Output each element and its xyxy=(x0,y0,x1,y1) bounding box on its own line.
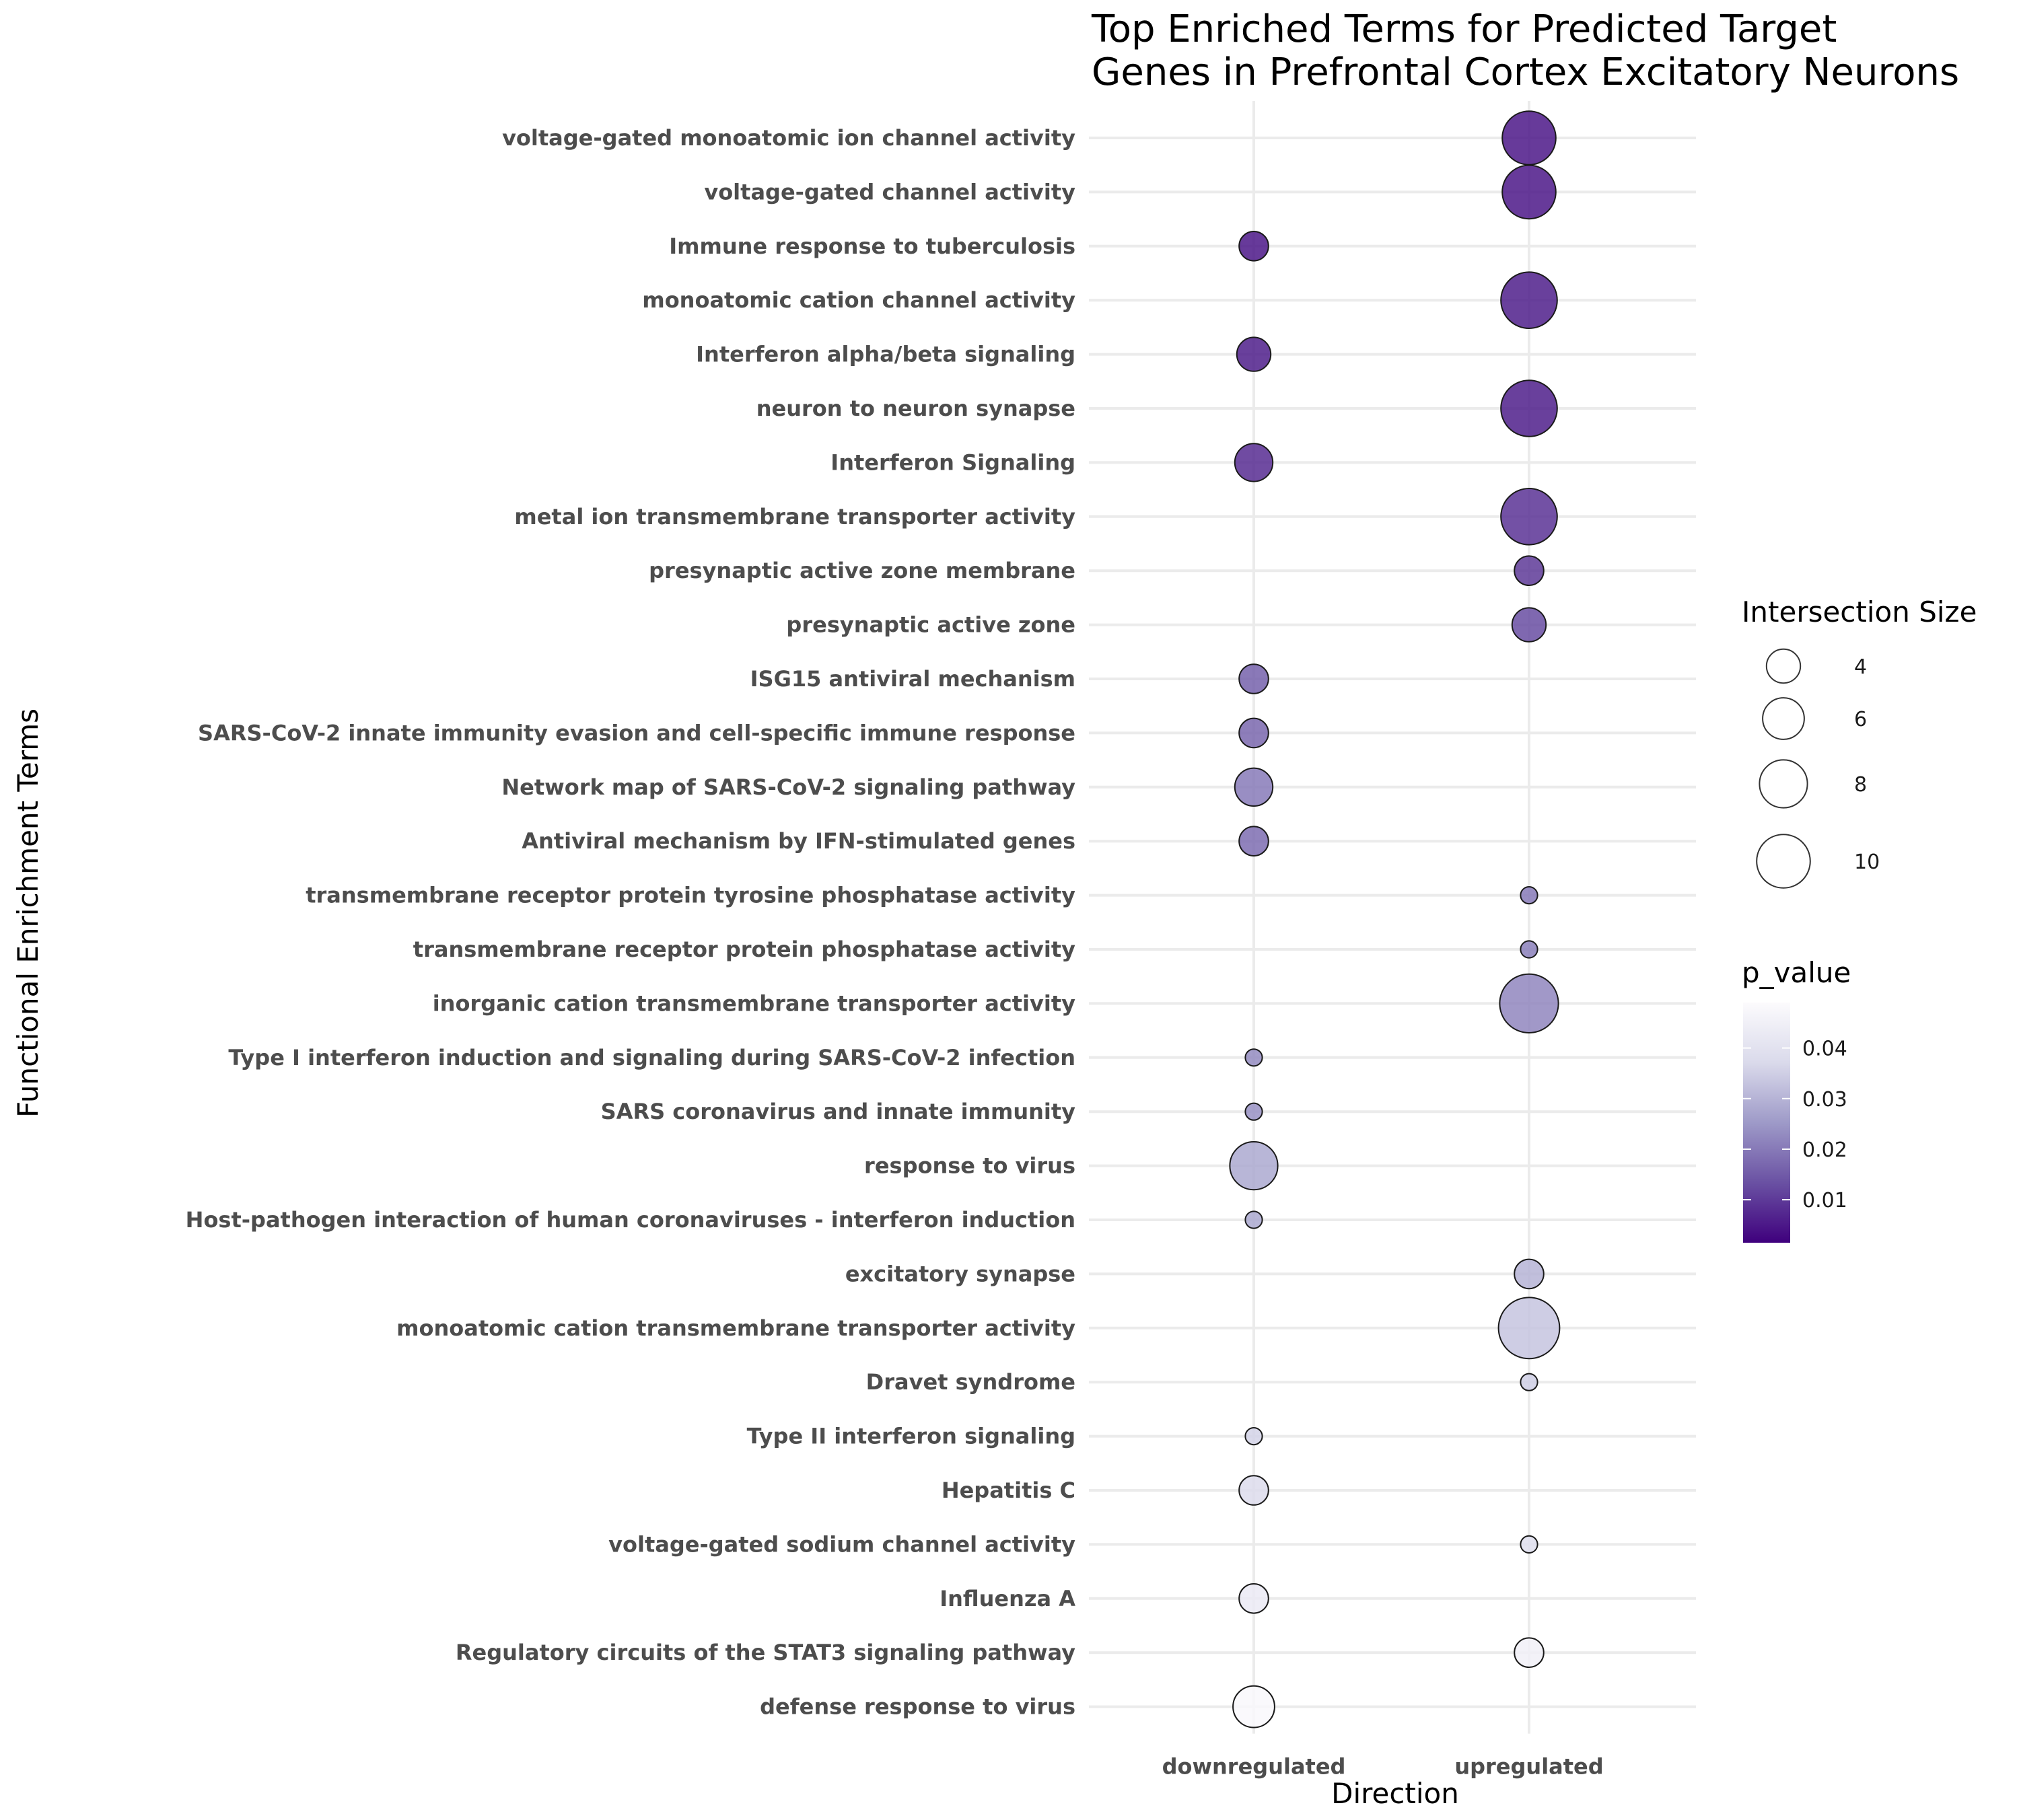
color-legend-label: 0.03 xyxy=(1802,1088,1847,1112)
bubble-point xyxy=(1238,1475,1269,1506)
y-tick-label: SARS-CoV-2 innate immunity evasion and c… xyxy=(198,720,1075,745)
bubble-point xyxy=(1238,717,1269,749)
bubble-point xyxy=(1520,940,1538,959)
bubble-point xyxy=(1497,1297,1561,1360)
color-legend-label: 0.04 xyxy=(1802,1038,1847,1061)
bubble-point xyxy=(1514,555,1545,587)
chart-title-line-1: Top Enriched Terms for Predicted Target xyxy=(1091,7,1837,51)
bubble-point xyxy=(1234,767,1274,807)
bubble-point xyxy=(1238,1583,1269,1614)
bubble-point xyxy=(1244,1102,1263,1121)
bubble-point xyxy=(1238,663,1269,694)
bubble-point xyxy=(1520,886,1538,905)
y-tick-label: defense response to virus xyxy=(760,1694,1075,1720)
size-legend-title: Intersection Size xyxy=(1742,595,1977,628)
y-tick-label: Hepatitis C xyxy=(942,1478,1075,1503)
bubble-point xyxy=(1236,336,1272,372)
y-tick-label: presynaptic active zone xyxy=(786,612,1075,638)
bubble-point xyxy=(1500,271,1558,330)
bubble-point xyxy=(1520,1373,1538,1391)
y-tick-labels: voltage-gated monoatomic ion channel act… xyxy=(186,125,1076,1720)
bubble-point xyxy=(1244,1210,1263,1229)
y-tick-label: Interferon alpha/beta signaling xyxy=(696,342,1075,367)
y-tick-label: response to virus xyxy=(864,1153,1075,1179)
x-axis-title: Direction xyxy=(1331,1777,1459,1810)
y-tick-label: metal ion transmembrane transporter acti… xyxy=(514,504,1075,530)
grid-lines xyxy=(1089,101,1696,1734)
size-legend-circle xyxy=(1762,697,1805,740)
size-legend-circle xyxy=(1765,648,1802,684)
color-legend-label: 0.02 xyxy=(1802,1138,1847,1162)
bubble-point xyxy=(1501,110,1557,166)
size-legend: Intersection Size 4 6 8 10 xyxy=(1742,595,1977,889)
size-legend-label: 6 xyxy=(1854,708,1867,731)
bubble-point xyxy=(1511,607,1547,643)
y-tick-label: inorganic cation transmembrane transport… xyxy=(433,990,1075,1016)
y-tick-label: voltage-gated sodium channel activity xyxy=(608,1531,1075,1557)
color-legend-label: 0.01 xyxy=(1802,1189,1847,1212)
chart-title-line-2: Genes in Prefrontal Cortex Excitatory Ne… xyxy=(1092,50,1959,94)
color-legend-title: p_value xyxy=(1742,956,1851,989)
y-tick-label: monoatomic cation channel activity xyxy=(642,287,1075,313)
bubble-point xyxy=(1501,164,1557,220)
y-tick-label: SARS coronavirus and innate immunity xyxy=(601,1099,1075,1124)
data-points xyxy=(1229,110,1561,1728)
y-tick-label: Host-pathogen interaction of human coron… xyxy=(186,1207,1075,1233)
bubble-point xyxy=(1244,1048,1263,1067)
bubble-point xyxy=(1238,231,1269,262)
size-legend-label: 4 xyxy=(1854,655,1867,679)
x-tick-label-upregulated: upregulated xyxy=(1454,1754,1603,1780)
bubble-point xyxy=(1229,1141,1279,1191)
y-axis-title: Functional Enrichment Terms xyxy=(11,708,44,1118)
y-tick-label: transmembrane receptor protein phosphata… xyxy=(413,937,1075,962)
size-legend-circle xyxy=(1759,759,1808,809)
size-legend-label: 10 xyxy=(1854,850,1880,874)
bubble-point xyxy=(1500,379,1558,437)
color-legend: p_value 0.01 0.02 0.03 0.04 xyxy=(1742,956,1851,1243)
bubble-point xyxy=(1234,443,1274,482)
y-tick-label: Influenza A xyxy=(940,1586,1075,1611)
color-bar xyxy=(1743,1003,1790,1243)
size-legend-circle xyxy=(1756,834,1811,889)
y-tick-label: Regulatory circuits of the STAT3 signali… xyxy=(456,1640,1075,1665)
size-legend-label: 8 xyxy=(1854,773,1867,797)
y-tick-label: excitatory synapse xyxy=(845,1261,1075,1286)
y-tick-label: voltage-gated channel activity xyxy=(704,179,1075,205)
bubble-point xyxy=(1499,973,1559,1034)
y-tick-label: presynaptic active zone membrane xyxy=(649,558,1075,583)
y-tick-label: Network map of SARS-CoV-2 signaling path… xyxy=(501,774,1075,800)
bubble-point xyxy=(1232,1685,1275,1728)
x-tick-label-downregulated: downregulated xyxy=(1162,1754,1346,1780)
y-tick-label: monoatomic cation transmembrane transpor… xyxy=(396,1315,1075,1341)
bubble-point xyxy=(1520,1535,1538,1554)
y-tick-label: ISG15 antiviral mechanism xyxy=(750,666,1075,692)
y-tick-label: neuron to neuron synapse xyxy=(756,396,1075,421)
y-tick-label: Interferon Signaling xyxy=(830,449,1075,475)
y-tick-label: Antiviral mechanism by IFN-stimulated ge… xyxy=(522,828,1075,854)
y-tick-label: Type II interferon signaling xyxy=(747,1424,1075,1449)
y-tick-label: Dravet syndrome xyxy=(866,1369,1075,1395)
bubble-point xyxy=(1238,826,1269,857)
y-tick-label: Type I interferon induction and signalin… xyxy=(228,1045,1075,1070)
y-tick-label: voltage-gated monoatomic ion channel act… xyxy=(502,125,1075,151)
bubble-point xyxy=(1514,1637,1545,1668)
bubble-point xyxy=(1514,1258,1545,1290)
bubble-point xyxy=(1244,1427,1263,1446)
y-tick-label: transmembrane receptor protein tyrosine … xyxy=(306,883,1075,908)
x-tick-labels: downregulated upregulated xyxy=(1162,1754,1604,1780)
bubble-point xyxy=(1500,488,1558,546)
y-tick-label: Immune response to tuberculosis xyxy=(669,233,1075,259)
